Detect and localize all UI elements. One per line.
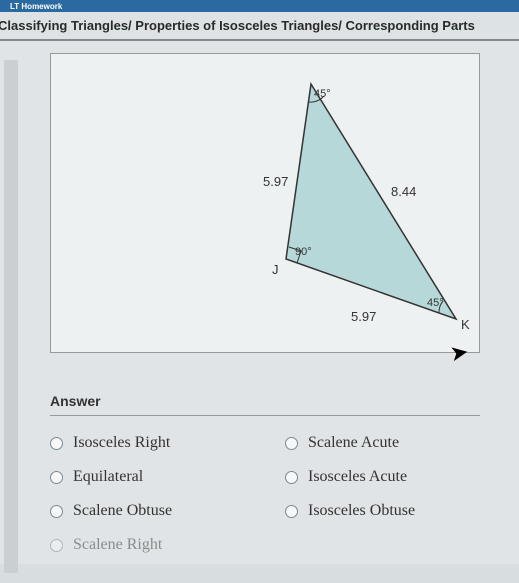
triangle-svg: [51, 54, 481, 354]
app-header: LT Homework: [0, 0, 519, 12]
answer-header: Answer: [50, 393, 480, 416]
option-row[interactable]: Isosceles Obtuse: [285, 502, 480, 520]
vertex-label-j: J: [272, 262, 279, 277]
options-grid: Isosceles Right Scalene Acute Equilatera…: [50, 434, 480, 554]
triangle-shape: [286, 84, 456, 319]
angle-label-top: 45°: [314, 88, 331, 100]
answer-section: Answer Isosceles Right Scalene Acute Equ…: [50, 393, 489, 564]
vertex-label-k: K: [461, 317, 470, 332]
option-label: Scalene Right: [73, 536, 162, 554]
triangle-figure: 45° 90° 45° J K 5.97 8.44 5.97: [50, 53, 480, 353]
option-row[interactable]: Isosceles Acute: [285, 468, 480, 486]
option-label: Equilateral: [73, 468, 143, 486]
angle-label-left: 90°: [295, 246, 312, 258]
radio-icon[interactable]: [50, 505, 63, 518]
radio-icon[interactable]: [285, 505, 298, 518]
option-label: Isosceles Acute: [308, 468, 407, 486]
side-label-bottom: 5.97: [351, 309, 376, 324]
scrollbar[interactable]: [4, 60, 18, 573]
angle-label-right: 45°: [427, 297, 444, 309]
option-label: Isosceles Right: [73, 434, 170, 452]
radio-icon[interactable]: [50, 471, 63, 484]
radio-icon[interactable]: [285, 437, 298, 450]
option-row[interactable]: Scalene Acute: [285, 434, 480, 452]
side-label-hyp: 8.44: [391, 184, 416, 199]
breadcrumb: Classifying Triangles/ Properties of Iso…: [0, 12, 519, 41]
option-label: Scalene Acute: [308, 434, 399, 452]
option-row[interactable]: Isosceles Right: [50, 434, 245, 452]
radio-icon[interactable]: [50, 437, 63, 450]
content-area: 45° 90° 45° J K 5.97 8.44 5.97 ➤ Answer …: [0, 41, 519, 564]
option-label: Scalene Obtuse: [73, 502, 172, 520]
radio-icon[interactable]: [285, 471, 298, 484]
option-row[interactable]: Equilateral: [50, 468, 245, 486]
radio-icon[interactable]: [50, 539, 63, 552]
option-label: Isosceles Obtuse: [308, 502, 415, 520]
option-row[interactable]: Scalene Obtuse: [50, 502, 245, 520]
header-tab-label: LT Homework: [10, 2, 62, 11]
side-label-left: 5.97: [263, 174, 288, 189]
option-row[interactable]: Scalene Right: [50, 536, 245, 554]
